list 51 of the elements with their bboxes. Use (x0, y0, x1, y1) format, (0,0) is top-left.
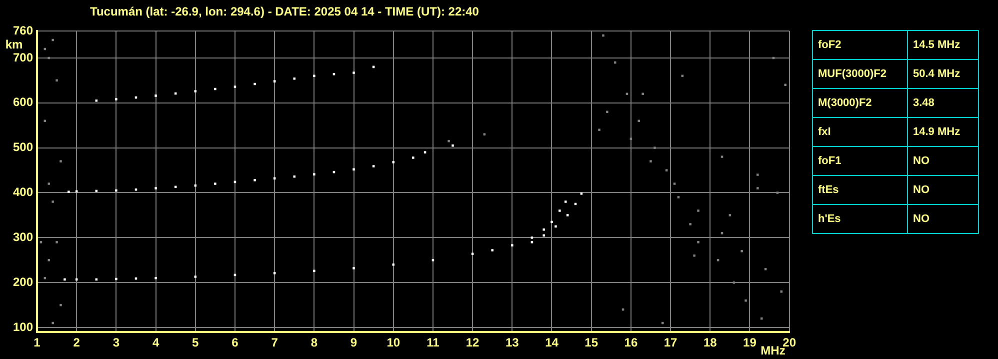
x-tick-label: 12 (466, 336, 480, 350)
point (332, 72, 336, 76)
y-tick-label: 500 (12, 140, 34, 154)
x-tick-label: 10 (386, 336, 400, 350)
text: 3.48 (908, 88, 978, 118)
y-tick-label: 100 (12, 320, 34, 334)
text: ftEs (812, 176, 908, 204)
x-tick-label: 18 (703, 336, 718, 350)
text: MUF(3000)F2 (812, 60, 908, 88)
text: M(3000)F2 (812, 88, 908, 118)
x-tick-label: 5 (192, 336, 200, 350)
text: h'Es (812, 204, 908, 234)
text: 14.5 MHz (908, 30, 978, 60)
text: NO (908, 146, 978, 176)
x-tick-label: 19 (743, 336, 757, 350)
y-tick-label: 700 (12, 50, 34, 64)
chart-title: Tucumán (lat: -26.9, lon: 294.6) - DATE: 2025 04 14 - TIME (UT): 22:40 (90, 4, 480, 18)
x-tick-label: 16 (624, 336, 638, 350)
y-axis-title: km (5, 37, 23, 52)
x-tick-label: 3 (112, 336, 120, 350)
text: 14.9 MHz (908, 118, 978, 146)
x-tick-label: 17 (664, 336, 678, 350)
x-tick-label: 1 (34, 336, 41, 350)
y-tick-label: 400 (12, 185, 34, 200)
text: NO (908, 176, 978, 204)
y-tick-label: 760 (12, 23, 34, 38)
x-tick-label: 14 (545, 336, 559, 350)
text: 50.4 MHz (908, 60, 978, 88)
point (48, 258, 50, 262)
point (716, 258, 720, 262)
x-tick-label: 15 (584, 336, 598, 350)
point (293, 175, 296, 178)
point (661, 322, 664, 324)
y-tick-label: 300 (12, 230, 34, 244)
y-tick-label: 600 (12, 95, 34, 110)
text: NO (908, 204, 978, 234)
y-tick-label: 200 (12, 274, 34, 289)
point (432, 258, 434, 262)
x-tick-label: 11 (426, 336, 440, 350)
x-tick-label: 2 (73, 336, 80, 350)
text: foF1 (812, 146, 908, 176)
x-tick-label: 13 (505, 336, 520, 350)
x-tick-label: 4 (152, 336, 160, 350)
point (293, 77, 296, 80)
text: foF2 (812, 30, 908, 60)
x-tick-label: 7 (271, 336, 278, 350)
point (48, 56, 50, 60)
text: fxI (812, 118, 908, 146)
x-tick-label: 6 (232, 336, 239, 350)
x-tick-label: 9 (350, 336, 358, 350)
x-tick-label: 8 (310, 336, 318, 350)
